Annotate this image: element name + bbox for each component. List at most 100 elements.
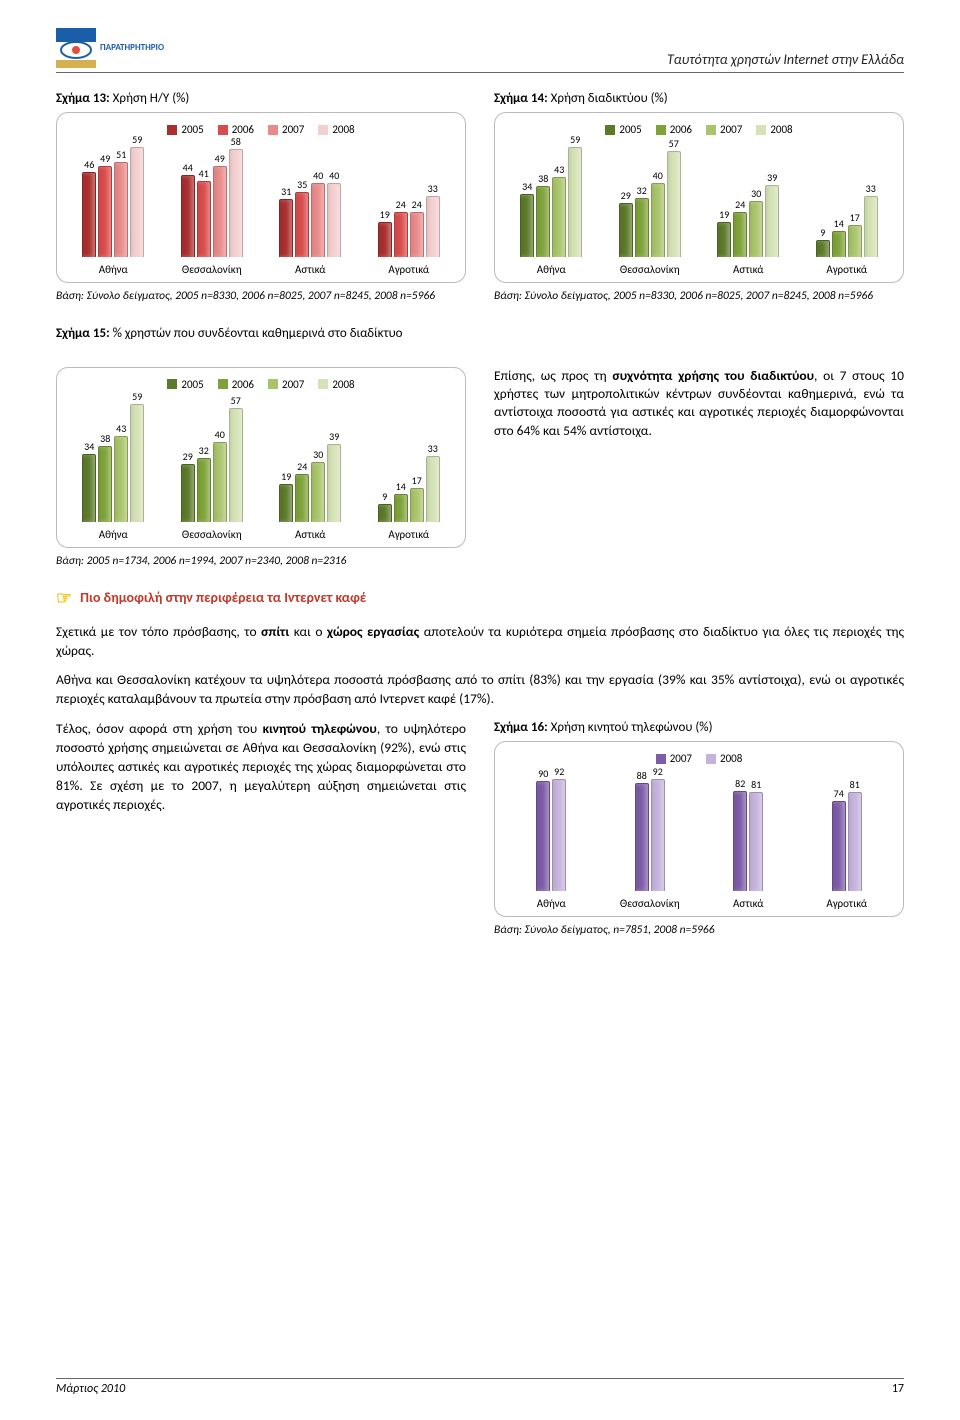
category-label: Αστικά xyxy=(733,897,764,910)
category-label: Αθήνα xyxy=(537,897,566,910)
legend-swatch xyxy=(656,754,666,764)
legend-swatch xyxy=(218,379,228,389)
legend-swatch xyxy=(167,125,177,135)
bar-value: 40 xyxy=(215,428,225,441)
legend-label: 2007 xyxy=(282,123,304,136)
bar: 9 xyxy=(378,504,392,522)
bar-value: 88 xyxy=(637,769,647,782)
bar: 43 xyxy=(552,177,566,257)
page-header: ΠΑΡΑΤΗΡΗΤΗΡΙΟ Ταυτότητα χρηστών Internet… xyxy=(56,28,904,73)
paragraph-1: Σχετικά με τον τόπο πρόσβασης, το σπίτι … xyxy=(56,623,904,661)
paragraph-3: Τέλος, όσον αφορά στη χρήση του κινητού … xyxy=(56,720,466,938)
bar-value: 59 xyxy=(132,390,142,403)
category-label: Θεσσαλονίκη xyxy=(620,263,680,276)
bar-value: 24 xyxy=(396,198,406,211)
bar-value: 92 xyxy=(554,765,564,778)
bar-group: 9092 Αθήνα xyxy=(505,779,598,911)
chart16-legend: 2007 2008 xyxy=(505,752,893,765)
bar-group: 8281Αστικά xyxy=(702,791,795,911)
bar: 17 xyxy=(848,225,862,257)
bar-value: 30 xyxy=(313,448,323,461)
bar: 14 xyxy=(832,231,846,257)
bar: 81 xyxy=(749,792,763,891)
chart16-source: Βάση: Σύνολο δείγματος, n=7851, 2008 n=5… xyxy=(494,923,904,938)
bar: 49 xyxy=(98,166,112,257)
footer-date: Μάρτιος 2010 xyxy=(56,1382,125,1396)
bar-value: 38 xyxy=(100,432,110,445)
legend-item: 2005 xyxy=(605,123,641,136)
legend-label: 2007 xyxy=(670,752,692,765)
bar-value: 92 xyxy=(653,765,663,778)
bar: 43 xyxy=(114,436,128,522)
bar: 58 xyxy=(229,149,243,257)
bar-value: 57 xyxy=(669,137,679,150)
bar: 24 xyxy=(410,212,424,257)
bar-group: 31354040Αστικά xyxy=(264,183,357,276)
legend-swatch xyxy=(167,379,177,389)
category-label: Αθήνα xyxy=(99,528,128,541)
bar-cluster: 19242433 xyxy=(378,196,440,257)
hand-pointer-icon: ☞ xyxy=(56,587,72,609)
bar-value: 51 xyxy=(116,148,126,161)
legend-label: 2007 xyxy=(282,378,304,391)
bar: 33 xyxy=(426,456,440,522)
bar-value: 24 xyxy=(412,198,422,211)
chart13-title: Σχήμα 13: Χρήση Η/Υ (%) xyxy=(56,91,466,106)
bar: 39 xyxy=(765,185,779,257)
chart15-title: Σχήμα 15: % χρηστών που συνδέονται καθημ… xyxy=(56,326,904,341)
legend-swatch xyxy=(706,125,716,135)
bar: 19 xyxy=(717,222,731,257)
bar-value: 34 xyxy=(84,440,94,453)
bar: 40 xyxy=(327,183,341,257)
bar-value: 59 xyxy=(132,133,142,146)
bar-value: 82 xyxy=(735,777,745,790)
chart14-legend: 2005200620072008 xyxy=(505,123,893,136)
bar-cluster: 46495159 xyxy=(82,147,144,257)
bar: 40 xyxy=(651,183,665,257)
bold-phrase: κινητού τηλεφώνου xyxy=(263,720,377,737)
bar: 59 xyxy=(568,147,582,257)
page-footer: Μάρτιος 2010 17 xyxy=(56,1378,904,1396)
category-label: Αστικά xyxy=(295,263,326,276)
bar: 29 xyxy=(181,464,195,522)
bar-value: 33 xyxy=(866,182,876,195)
chart15: 2005200620072008 34384359Αθήνα29324057Θε… xyxy=(56,367,466,548)
callout: ☞ Πιο δημοφιλή στην περιφέρεια τα Ιντερν… xyxy=(56,587,904,609)
bar: 9 xyxy=(816,240,830,257)
logo-title: ΠΑΡΑΤΗΡΗΤΗΡΙΟ xyxy=(100,43,164,53)
bar: 92 xyxy=(651,779,665,892)
bar-value: 34 xyxy=(522,180,532,193)
legend-swatch xyxy=(318,125,328,135)
bar: 38 xyxy=(98,446,112,522)
bar: 33 xyxy=(426,196,440,257)
bar-value: 32 xyxy=(637,184,647,197)
legend-label: 2005 xyxy=(619,123,641,136)
bar-group: 29324057Θεσσαλονίκη xyxy=(604,151,697,276)
bar: 46 xyxy=(82,172,96,257)
legend-item: 2007 xyxy=(268,378,304,391)
bar-cluster: 34384359 xyxy=(82,404,144,522)
bar: 24 xyxy=(394,212,408,257)
bar-cluster: 9141733 xyxy=(816,196,878,257)
bar-cluster: 44414958 xyxy=(181,149,243,257)
bar-group: 7481Αγροτικά xyxy=(801,792,894,910)
bar-value: 31 xyxy=(281,185,291,198)
bar: 57 xyxy=(229,408,243,522)
bar: 32 xyxy=(197,458,211,522)
bold-phrase: σπίτι xyxy=(261,623,289,640)
category-label: Αθήνα xyxy=(99,263,128,276)
bar-cluster: 29324057 xyxy=(619,151,681,257)
bar-value: 46 xyxy=(84,158,94,171)
bar: 39 xyxy=(327,444,341,522)
bar-value: 74 xyxy=(834,787,844,800)
chart16-title: Σχήμα 16: Χρήση κινητού τηλεφώνου (%) xyxy=(494,720,904,735)
legend-swatch xyxy=(268,379,278,389)
bar: 40 xyxy=(311,183,325,257)
legend-label: 2008 xyxy=(720,752,742,765)
category-label: Θεσσαλονίκη xyxy=(182,528,242,541)
bar-value: 14 xyxy=(834,217,844,230)
bar-cluster: 9092 xyxy=(536,779,566,892)
bar-value: 38 xyxy=(538,172,548,185)
bar-value: 81 xyxy=(850,778,860,791)
bar-group: 8892Θεσσαλονίκη xyxy=(604,779,697,911)
